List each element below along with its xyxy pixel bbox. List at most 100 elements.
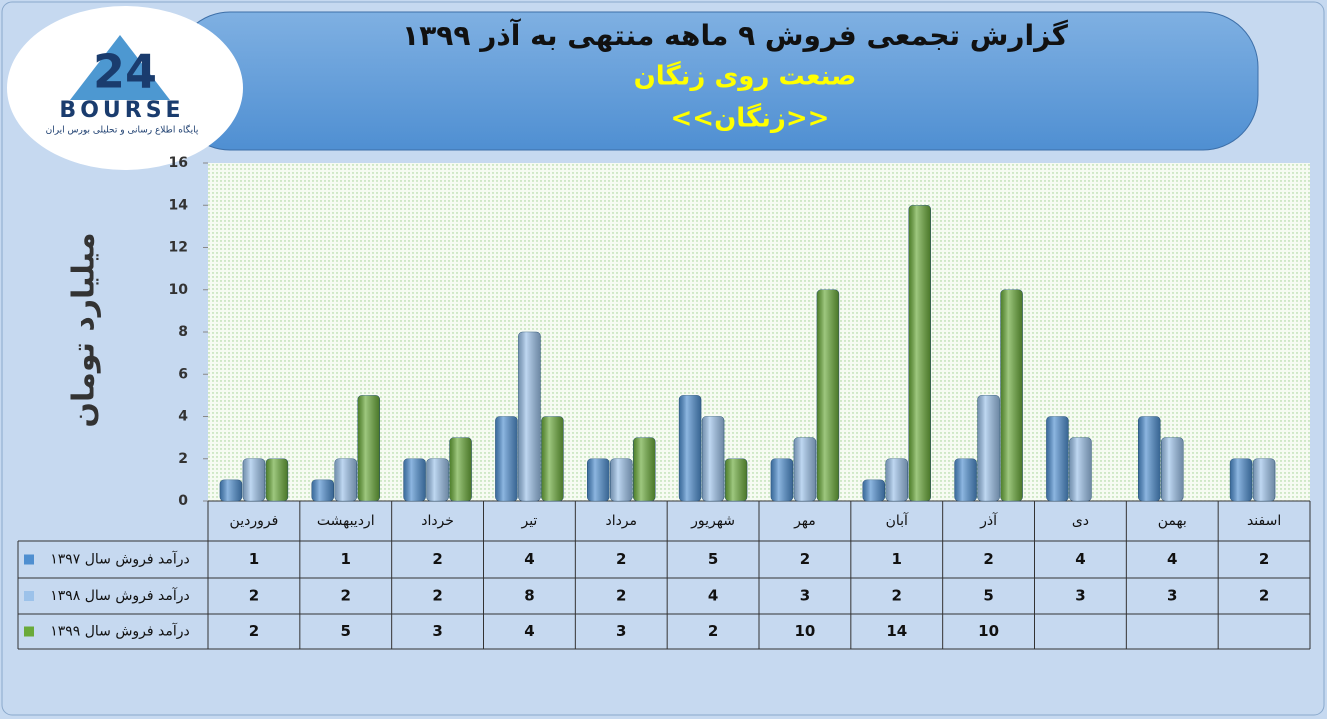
y-axis-label: میلیارد تومان <box>67 232 102 427</box>
x-tick-label: مهر <box>793 513 816 529</box>
x-tick-label: تیر <box>520 513 537 529</box>
bar <box>1229 458 1253 502</box>
plot-area <box>208 163 1310 501</box>
bar <box>701 416 725 502</box>
bar <box>793 437 817 502</box>
bar <box>610 458 633 502</box>
table-value: 5 <box>341 622 351 640</box>
y-tick-label: 8 <box>178 324 188 340</box>
table-value: 2 <box>249 587 259 605</box>
bar <box>1252 458 1276 502</box>
table-value: 2 <box>616 587 626 605</box>
bar <box>265 458 289 502</box>
bar <box>541 416 564 502</box>
y-tick-label: 12 <box>169 240 188 256</box>
table-value: 4 <box>1167 550 1177 568</box>
bar <box>908 205 931 502</box>
table-value: 2 <box>1259 587 1269 605</box>
bar <box>587 458 610 502</box>
y-tick-label: 16 <box>169 155 188 171</box>
x-tick-label: دی <box>1072 513 1089 529</box>
table-value: 1 <box>249 550 259 568</box>
bar <box>403 458 426 502</box>
bar <box>311 479 334 502</box>
table-value: 4 <box>708 587 718 605</box>
table-value: 2 <box>341 587 351 605</box>
table-value: 2 <box>432 550 442 568</box>
legend-swatch <box>24 591 34 601</box>
bar <box>954 458 977 502</box>
table-value: 2 <box>616 550 626 568</box>
bar <box>1069 437 1092 502</box>
table-value: 3 <box>616 622 626 640</box>
table-value: 5 <box>708 550 718 568</box>
legend-label: درآمد فروش سال ۱۳۹۹ <box>50 623 190 640</box>
bar <box>1000 289 1023 502</box>
table-value: 2 <box>800 550 810 568</box>
legend-swatch <box>24 554 34 565</box>
logo-name: BOURSE <box>59 98 184 123</box>
table-value: 4 <box>1075 550 1085 568</box>
table-value: 1 <box>341 550 351 568</box>
legend-swatch <box>24 626 34 637</box>
x-tick-label: فروردین <box>230 513 279 529</box>
table-value: 10 <box>794 622 815 640</box>
bar <box>334 458 357 502</box>
table-value: 3 <box>1167 587 1177 605</box>
table-value: 2 <box>432 587 442 605</box>
x-tick-label: آذر <box>979 512 998 529</box>
y-tick-label: 14 <box>169 197 189 213</box>
x-tick-label: شهریور <box>690 513 735 529</box>
bar <box>770 458 794 502</box>
table-value: 1 <box>892 550 902 568</box>
table-value: 4 <box>524 622 534 640</box>
table-value: 8 <box>524 587 534 605</box>
bar <box>449 437 472 502</box>
legend-label: درآمد فروش سال ۱۳۹۸ <box>50 587 190 604</box>
y-tick-label: 4 <box>178 409 188 425</box>
bar <box>977 395 1000 502</box>
table-value: 2 <box>892 587 902 605</box>
y-tick-label: 0 <box>178 493 188 509</box>
logo-tagline: پایگاه اطلاع رسانی و تحلیلی بورس ایران <box>46 124 199 136</box>
table-value: 14 <box>886 622 907 640</box>
bar <box>724 458 748 502</box>
bar <box>885 458 908 502</box>
bar <box>678 395 702 502</box>
bar <box>862 479 885 502</box>
table-value: 2 <box>983 550 993 568</box>
x-tick-label: خرداد <box>421 513 454 529</box>
bar <box>495 416 518 502</box>
table-value: 2 <box>249 622 259 640</box>
bar <box>633 437 656 502</box>
x-tick-label: مرداد <box>605 513 637 529</box>
bar <box>816 289 840 502</box>
table-value: 10 <box>978 622 999 640</box>
chart-title: گزارش تجمعی فروش ۹ ماهه منتهی به آذر ۱۳۹… <box>402 18 1068 52</box>
logo-number: 24 <box>93 45 157 99</box>
chart-subtitle: صنعت روی زنگان <box>634 61 857 92</box>
bar <box>1161 437 1184 502</box>
bar <box>518 331 541 502</box>
table-value: 3 <box>432 622 442 640</box>
bar <box>242 458 266 502</box>
bar <box>1046 416 1069 502</box>
table-value: 3 <box>1075 587 1085 605</box>
table-value: 5 <box>983 587 993 605</box>
x-tick-label: آبان <box>886 512 909 529</box>
table-value: 4 <box>524 550 534 568</box>
bar <box>426 458 449 502</box>
table-value: 2 <box>708 622 718 640</box>
y-tick-label: 2 <box>178 451 188 467</box>
table-value: 3 <box>800 587 810 605</box>
x-tick-label: اردیبهشت <box>317 513 375 529</box>
bar <box>357 395 380 502</box>
x-tick-label: بهمن <box>1158 513 1187 529</box>
x-tick-label: اسفند <box>1247 513 1281 529</box>
legend-label: درآمد فروش سال ۱۳۹۷ <box>50 551 190 568</box>
logo-shape <box>70 35 170 100</box>
table-value: 2 <box>1259 550 1269 568</box>
y-tick-label: 10 <box>169 282 189 298</box>
chart-symbol: <<زنگان>> <box>671 103 830 134</box>
